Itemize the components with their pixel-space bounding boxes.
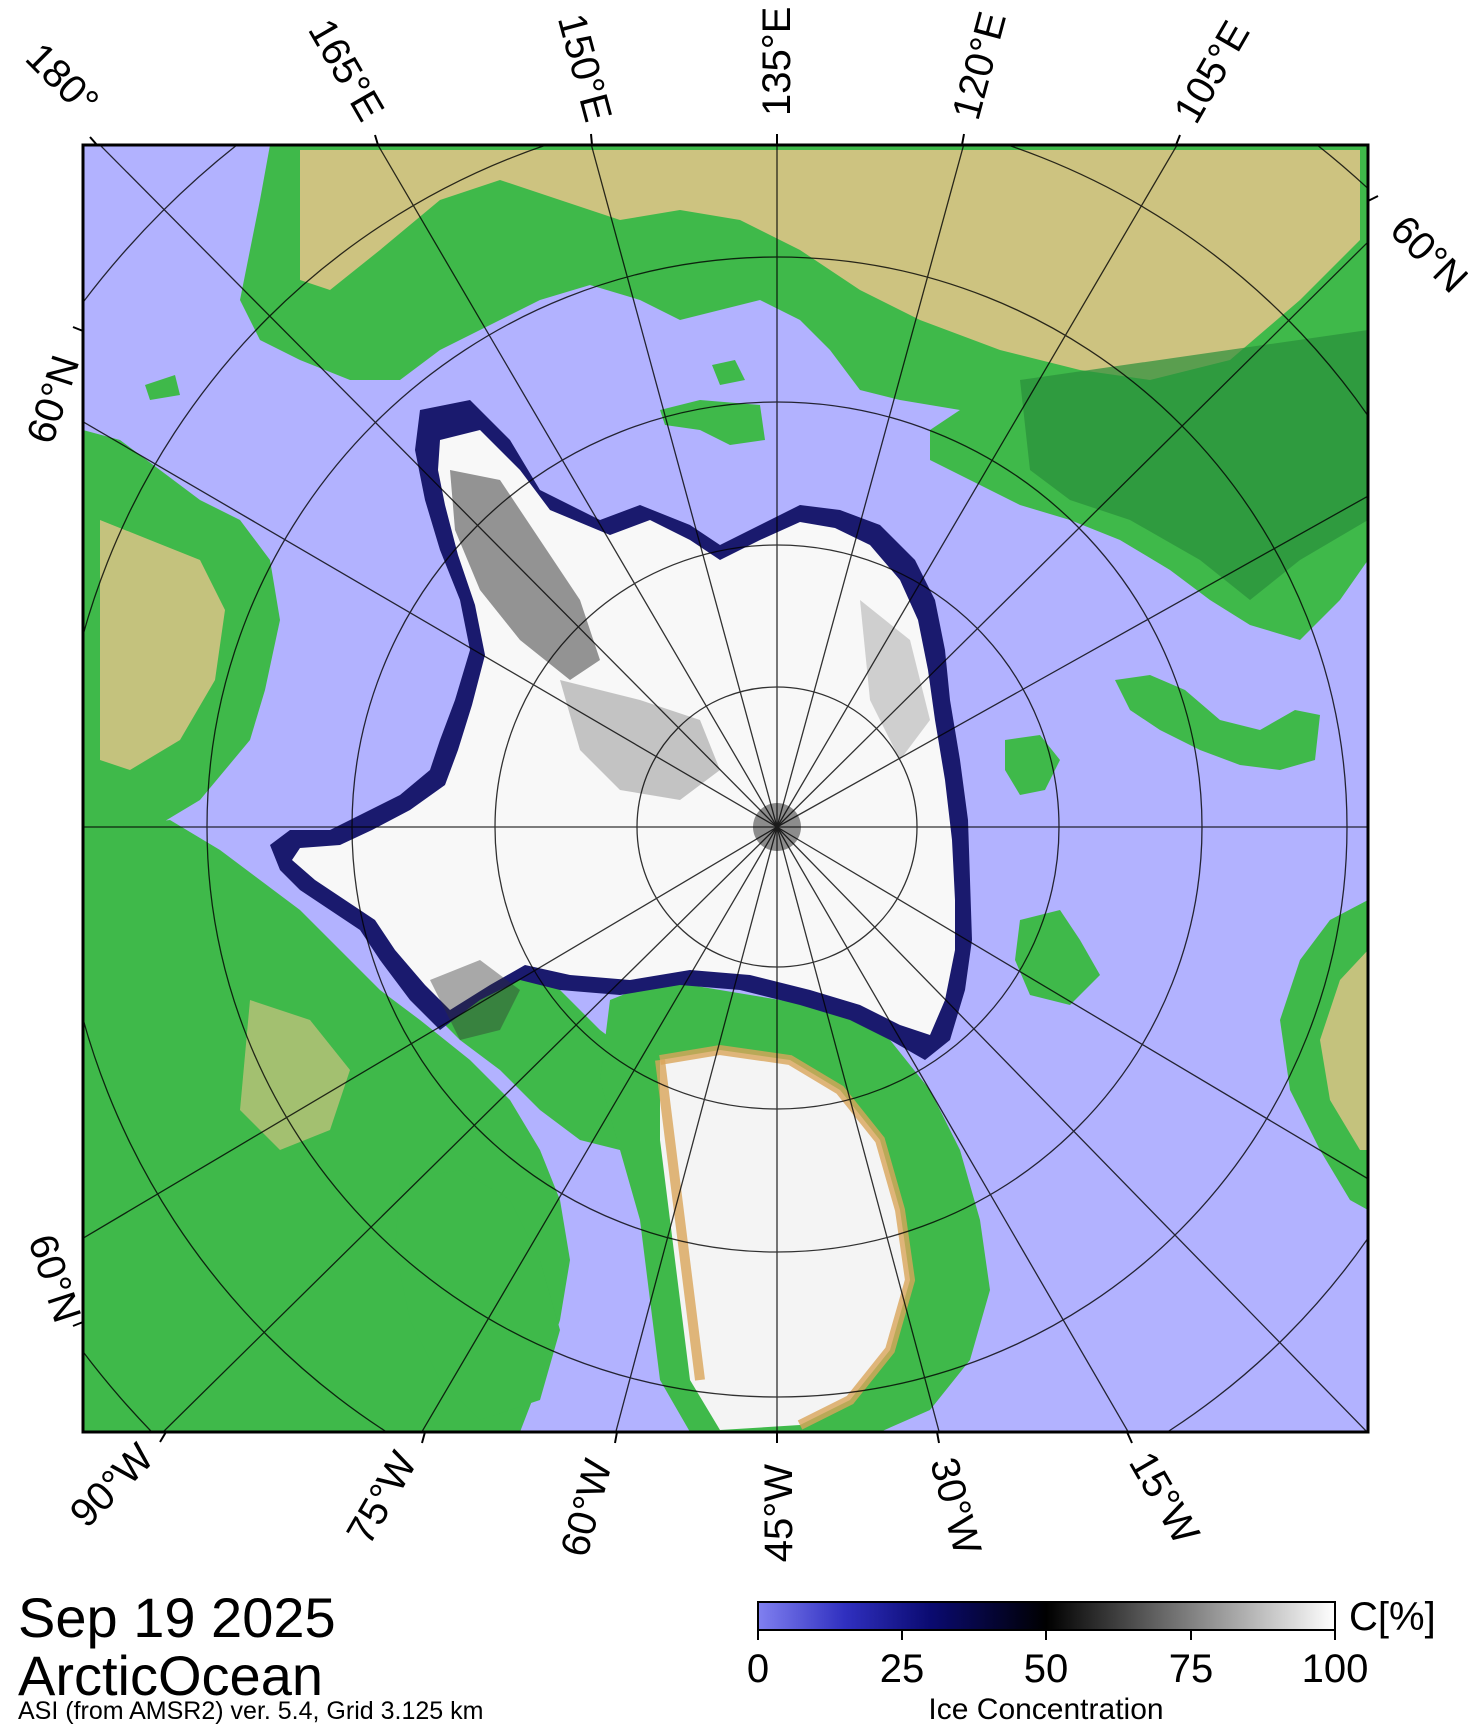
colorbar-unit: C[%]: [1349, 1595, 1436, 1639]
land-franz-josef: [1005, 735, 1060, 795]
map-product-info: ASI (from AMSR2) ver. 5.4, Grid 3.125 km: [18, 1697, 484, 1725]
map-date: Sep 19 2025: [18, 1586, 336, 1649]
land-canada-high: [240, 1000, 350, 1150]
colorbar-tick-75: 75: [1169, 1647, 1214, 1691]
colorbar-title: Ice Concentration: [928, 1693, 1163, 1723]
land-scandinavia-high: [1320, 950, 1368, 1150]
lon-label-45w: 45°W: [757, 1464, 801, 1562]
sea-ice-pack: [292, 430, 955, 1035]
colorbar-tick-100: 100: [1302, 1647, 1369, 1691]
land-siberia-highlands: [300, 150, 1360, 380]
land-siberia-lowland: [1020, 330, 1368, 600]
lon-label-150e: 150°E: [549, 9, 620, 126]
map-region: ArcticOcean: [18, 1644, 323, 1707]
lon-label-180: 180°: [17, 35, 107, 125]
colorbar-tick-50: 50: [1024, 1647, 1069, 1691]
meridians: [83, 145, 1368, 1432]
frame-ticks: [72, 133, 1379, 1444]
lon-label-105e: 105°E: [1166, 14, 1259, 131]
sea-ice-low-conc-3: [860, 600, 930, 760]
land-baffin: [395, 1170, 560, 1420]
colorbar-ticks: [757, 1630, 1336, 1640]
map-frame: [81, 143, 1370, 1434]
lon-label-120e: 120°E: [944, 7, 1015, 124]
lon-label-15w: 15°W: [1120, 1445, 1207, 1552]
sea-ice-low-conc-1: [450, 470, 600, 680]
land-island-small-1: [712, 360, 745, 385]
colorbar-tick-25: 25: [880, 1647, 925, 1691]
land-alaska-high: [100, 520, 225, 770]
greenland-ice-edge: [659, 1044, 916, 1430]
greenland-ice-sheet: [660, 1050, 910, 1430]
greenland-ice-edge-west: [655, 1059, 705, 1381]
lat-label-right: 60°N: [1382, 207, 1468, 301]
lon-label-60w: 60°W: [553, 1455, 621, 1562]
lon-label-90w: 90°W: [62, 1435, 163, 1536]
lat-label-left-bottom: 60°N: [19, 1229, 88, 1328]
lon-label-75w: 75°W: [339, 1444, 426, 1551]
lon-label-165e: 165°E: [299, 12, 392, 129]
colorbar-ramp: [757, 1601, 1336, 1631]
lat-label-left-top: 60°N: [19, 350, 88, 449]
colorbar: C[%] 0 25 50 75 100 Ice Concentration: [747, 1595, 1436, 1723]
lon-label-135e: 135°E: [755, 7, 799, 116]
lon-label-30w: 30°W: [921, 1453, 989, 1560]
land-island-small-2: [145, 375, 180, 400]
colorbar-tick-0: 0: [747, 1647, 769, 1691]
land-novaya-zemlya: [1115, 675, 1320, 770]
